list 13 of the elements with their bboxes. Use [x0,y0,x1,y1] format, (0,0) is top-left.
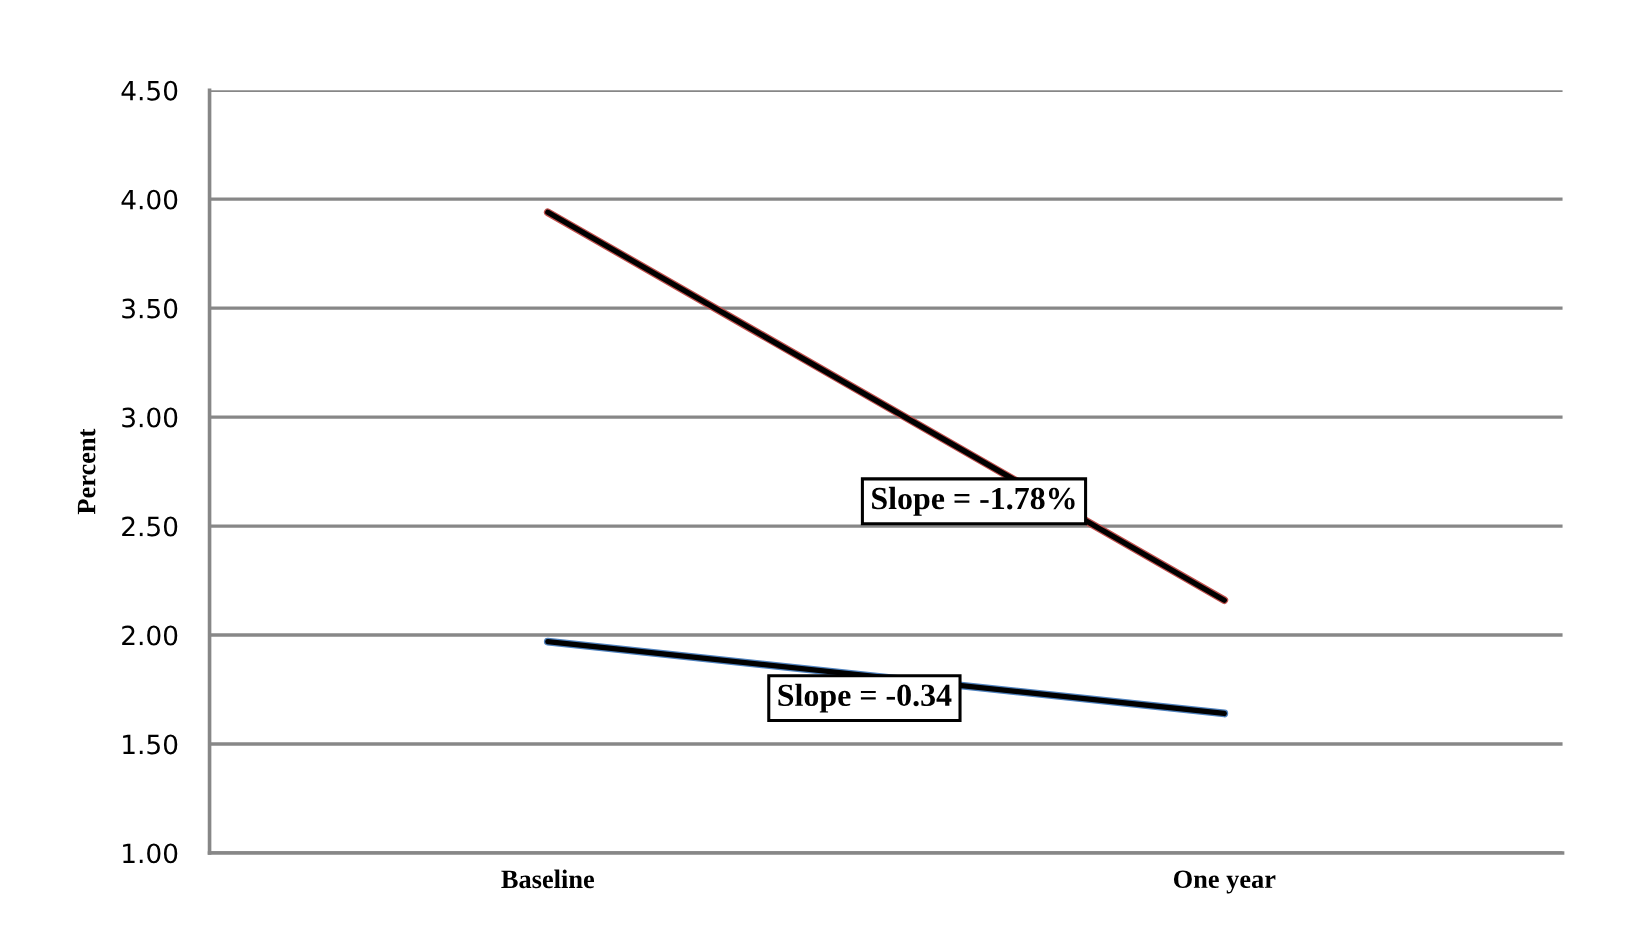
y-tick-label: 2.50 [122,516,178,537]
y-tick-label: 4.50 [121,80,178,101]
x-tick-label: One year [1173,870,1276,894]
y-tick-label: 1.50 [123,734,178,755]
y-axis-title: Percent [77,428,96,515]
x-tick-label: Baseline [501,869,595,889]
y-tick-label: 1.00 [123,843,178,864]
y-tick-label: 3.50 [122,298,178,319]
y-tick-label: 4.00 [121,189,178,210]
y-tick-label: 2.00 [122,625,178,646]
annotation: Slope = -0.34 [778,683,952,713]
annotation: Slope = -1.78% [872,486,1075,516]
y-tick-label: 3.00 [122,407,178,428]
